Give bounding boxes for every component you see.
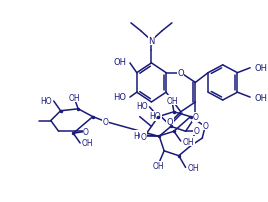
Text: HO: HO (133, 131, 145, 140)
Text: N: N (148, 37, 155, 46)
Text: OH: OH (82, 139, 94, 148)
Text: O: O (141, 132, 147, 141)
Text: O: O (192, 113, 198, 122)
Text: O: O (103, 117, 109, 126)
Text: OH: OH (254, 64, 267, 73)
Text: HO: HO (40, 96, 52, 105)
Text: HO: HO (136, 102, 147, 111)
Text: O: O (83, 127, 89, 136)
Text: OH: OH (183, 137, 194, 146)
Text: O: O (202, 121, 208, 130)
Text: OH: OH (68, 93, 80, 102)
Text: OH: OH (254, 93, 267, 102)
Text: OH: OH (188, 163, 199, 172)
Text: OH: OH (113, 58, 126, 67)
Text: O: O (167, 117, 173, 126)
Text: OH: OH (167, 96, 179, 105)
Text: HO: HO (150, 112, 161, 121)
Text: O: O (177, 69, 184, 78)
Text: HO: HO (113, 92, 126, 101)
Text: O: O (193, 126, 199, 135)
Text: OH: OH (152, 161, 164, 170)
